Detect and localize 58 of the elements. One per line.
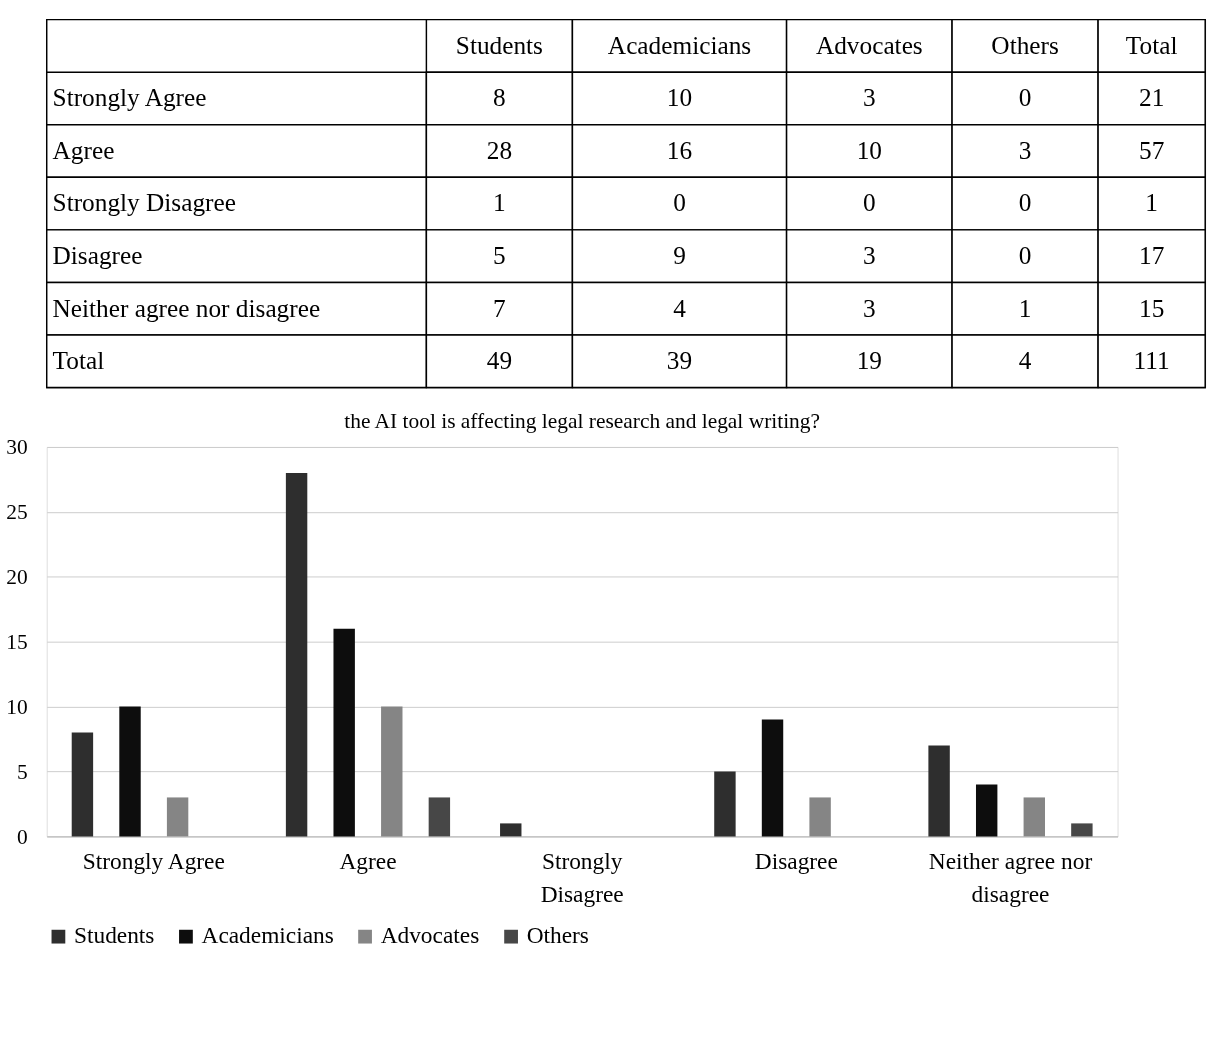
x-tick-label: Neither agree nor disagree (928, 847, 1093, 908)
category-label: Strongly Agree (52, 83, 207, 112)
y-tick-label: 15 (6, 629, 28, 654)
category-label: Neither agree nor disagree (52, 293, 321, 322)
chart-title: the AI tool is affecting legal research and legal writing? (344, 408, 821, 433)
text: 1 (493, 188, 506, 217)
x-tick-label: Agree (339, 847, 397, 874)
text: 39 (666, 346, 693, 375)
y-tick-label: 10 (6, 694, 28, 719)
text: 3 (863, 293, 876, 322)
text: 1 (1018, 293, 1032, 322)
x-tick-label: Strongly Disagree (540, 847, 624, 908)
text: 3 (863, 83, 876, 112)
text: 16 (666, 135, 693, 164)
text: 1 (1145, 188, 1158, 217)
text: Academicians (607, 30, 752, 59)
text: 0 (673, 188, 686, 217)
text: 57 (1138, 135, 1165, 164)
category-label: Strongly Disagree (52, 188, 236, 217)
text: 5 (493, 240, 506, 269)
text: 0 (1018, 83, 1032, 112)
legend-label: Others (526, 922, 589, 949)
legend-label: Students (73, 922, 155, 949)
category-label: Agree (52, 135, 115, 164)
text: 111 (1133, 346, 1170, 375)
text: 10 (666, 83, 693, 112)
text: Total (1125, 30, 1178, 59)
text: Total (52, 346, 105, 375)
legend-label: Academicians (201, 922, 334, 949)
text: 0 (1018, 240, 1032, 269)
text: 7 (493, 293, 506, 322)
text: 3 (1018, 135, 1032, 164)
text: 28 (486, 135, 513, 164)
x-tick-label: Strongly Agree (82, 847, 225, 874)
text: 9 (673, 240, 686, 269)
y-tick-label: 30 (6, 435, 28, 460)
text: 8 (493, 83, 506, 112)
text: 17 (1138, 240, 1165, 269)
text: 3 (863, 240, 876, 269)
text: Others (991, 30, 1059, 59)
text: 4 (1018, 346, 1032, 375)
legend-label: Advocates (380, 922, 480, 949)
text: 49 (486, 346, 513, 375)
text: 0 (863, 188, 876, 217)
x-tick-label: Disagree (754, 847, 838, 874)
y-tick-label: 5 (17, 759, 28, 784)
y-tick-label: 20 (6, 565, 28, 590)
y-tick-label: 0 (17, 824, 28, 849)
text: Students (455, 30, 543, 59)
text: 15 (1138, 293, 1165, 322)
category-label: Disagree (52, 240, 143, 269)
y-tick-label: 25 (6, 500, 28, 525)
text: 19 (856, 346, 882, 375)
text: Advocates (815, 30, 923, 59)
text: 10 (856, 135, 882, 164)
text: 21 (1138, 83, 1165, 112)
text: 0 (1018, 188, 1032, 217)
text: 4 (673, 293, 687, 322)
